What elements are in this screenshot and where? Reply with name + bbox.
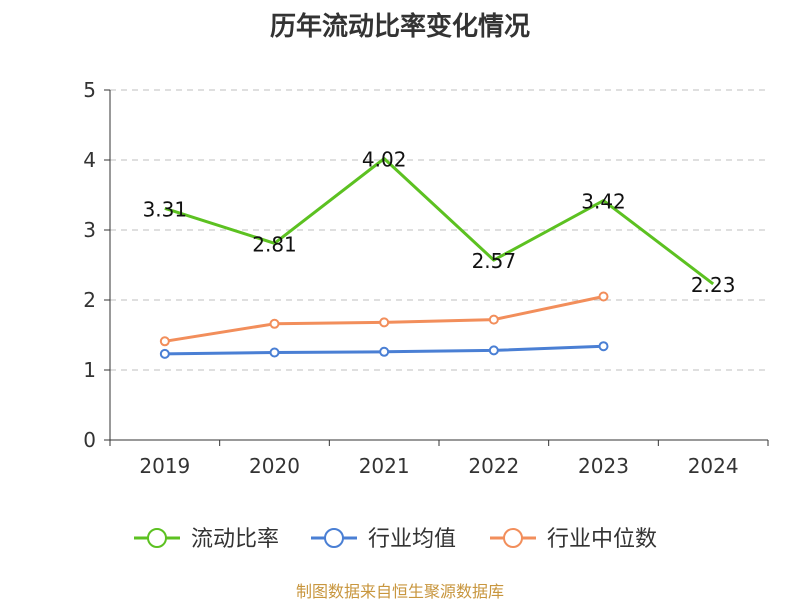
x-tick-label: 2020: [249, 454, 300, 478]
legend-marker: [147, 528, 167, 548]
data-point: [488, 314, 499, 325]
chart-title: 历年流动比率变化情况: [269, 12, 530, 42]
data-point: [159, 348, 170, 359]
legend-marker: [503, 528, 523, 548]
x-tick-label: 2022: [468, 454, 519, 478]
y-tick-label: 4: [83, 148, 96, 172]
data-labels: 3.31 2.81 4.02 2.57 3.42 2.23: [143, 148, 736, 297]
y-tick-label: 3: [83, 218, 96, 242]
data-label: 2.23: [691, 273, 736, 297]
data-point: [379, 317, 390, 328]
data-source-note: 制图数据来自恒生聚源数据库: [295, 582, 504, 601]
axes: 0 1 2 3 4 5 2019 2020 2021 2022 2023 2024: [83, 78, 769, 478]
legend-item: 行业均值: [311, 527, 456, 552]
legend-label: 流动比率: [191, 527, 279, 552]
data-point: [379, 346, 390, 357]
data-label: 3.42: [581, 190, 626, 214]
legend-item: 流动比率: [134, 527, 279, 552]
data-label: 4.02: [362, 148, 407, 172]
y-tick-label: 5: [83, 78, 96, 102]
data-label: 3.31: [143, 197, 188, 221]
grid-lines: [110, 89, 768, 371]
legend-item: 行业中位数: [490, 527, 657, 552]
legend-label: 行业均值: [368, 527, 456, 552]
data-point: [488, 345, 499, 356]
x-tick-label: 2019: [139, 454, 190, 478]
series-lines: [159, 157, 715, 359]
x-tick-label: 2024: [688, 454, 739, 478]
data-point: [159, 336, 170, 347]
x-tick-label: 2021: [359, 454, 410, 478]
legend-label: 行业中位数: [547, 527, 657, 552]
data-label: 2.57: [472, 249, 517, 273]
data-label: 2.81: [252, 232, 297, 256]
y-tick-label: 2: [83, 288, 96, 312]
x-tick-label: 2023: [578, 454, 629, 478]
data-point: [269, 318, 280, 329]
data-point: [269, 347, 280, 358]
series-line: [164, 157, 715, 286]
y-tick-label: 1: [83, 358, 96, 382]
legend-marker: [324, 528, 344, 548]
data-point: [598, 291, 609, 302]
data-point: [598, 341, 609, 352]
y-tick-label: 0: [83, 428, 96, 452]
legend: 流动比率 行业均值 行业中位数: [134, 527, 657, 552]
